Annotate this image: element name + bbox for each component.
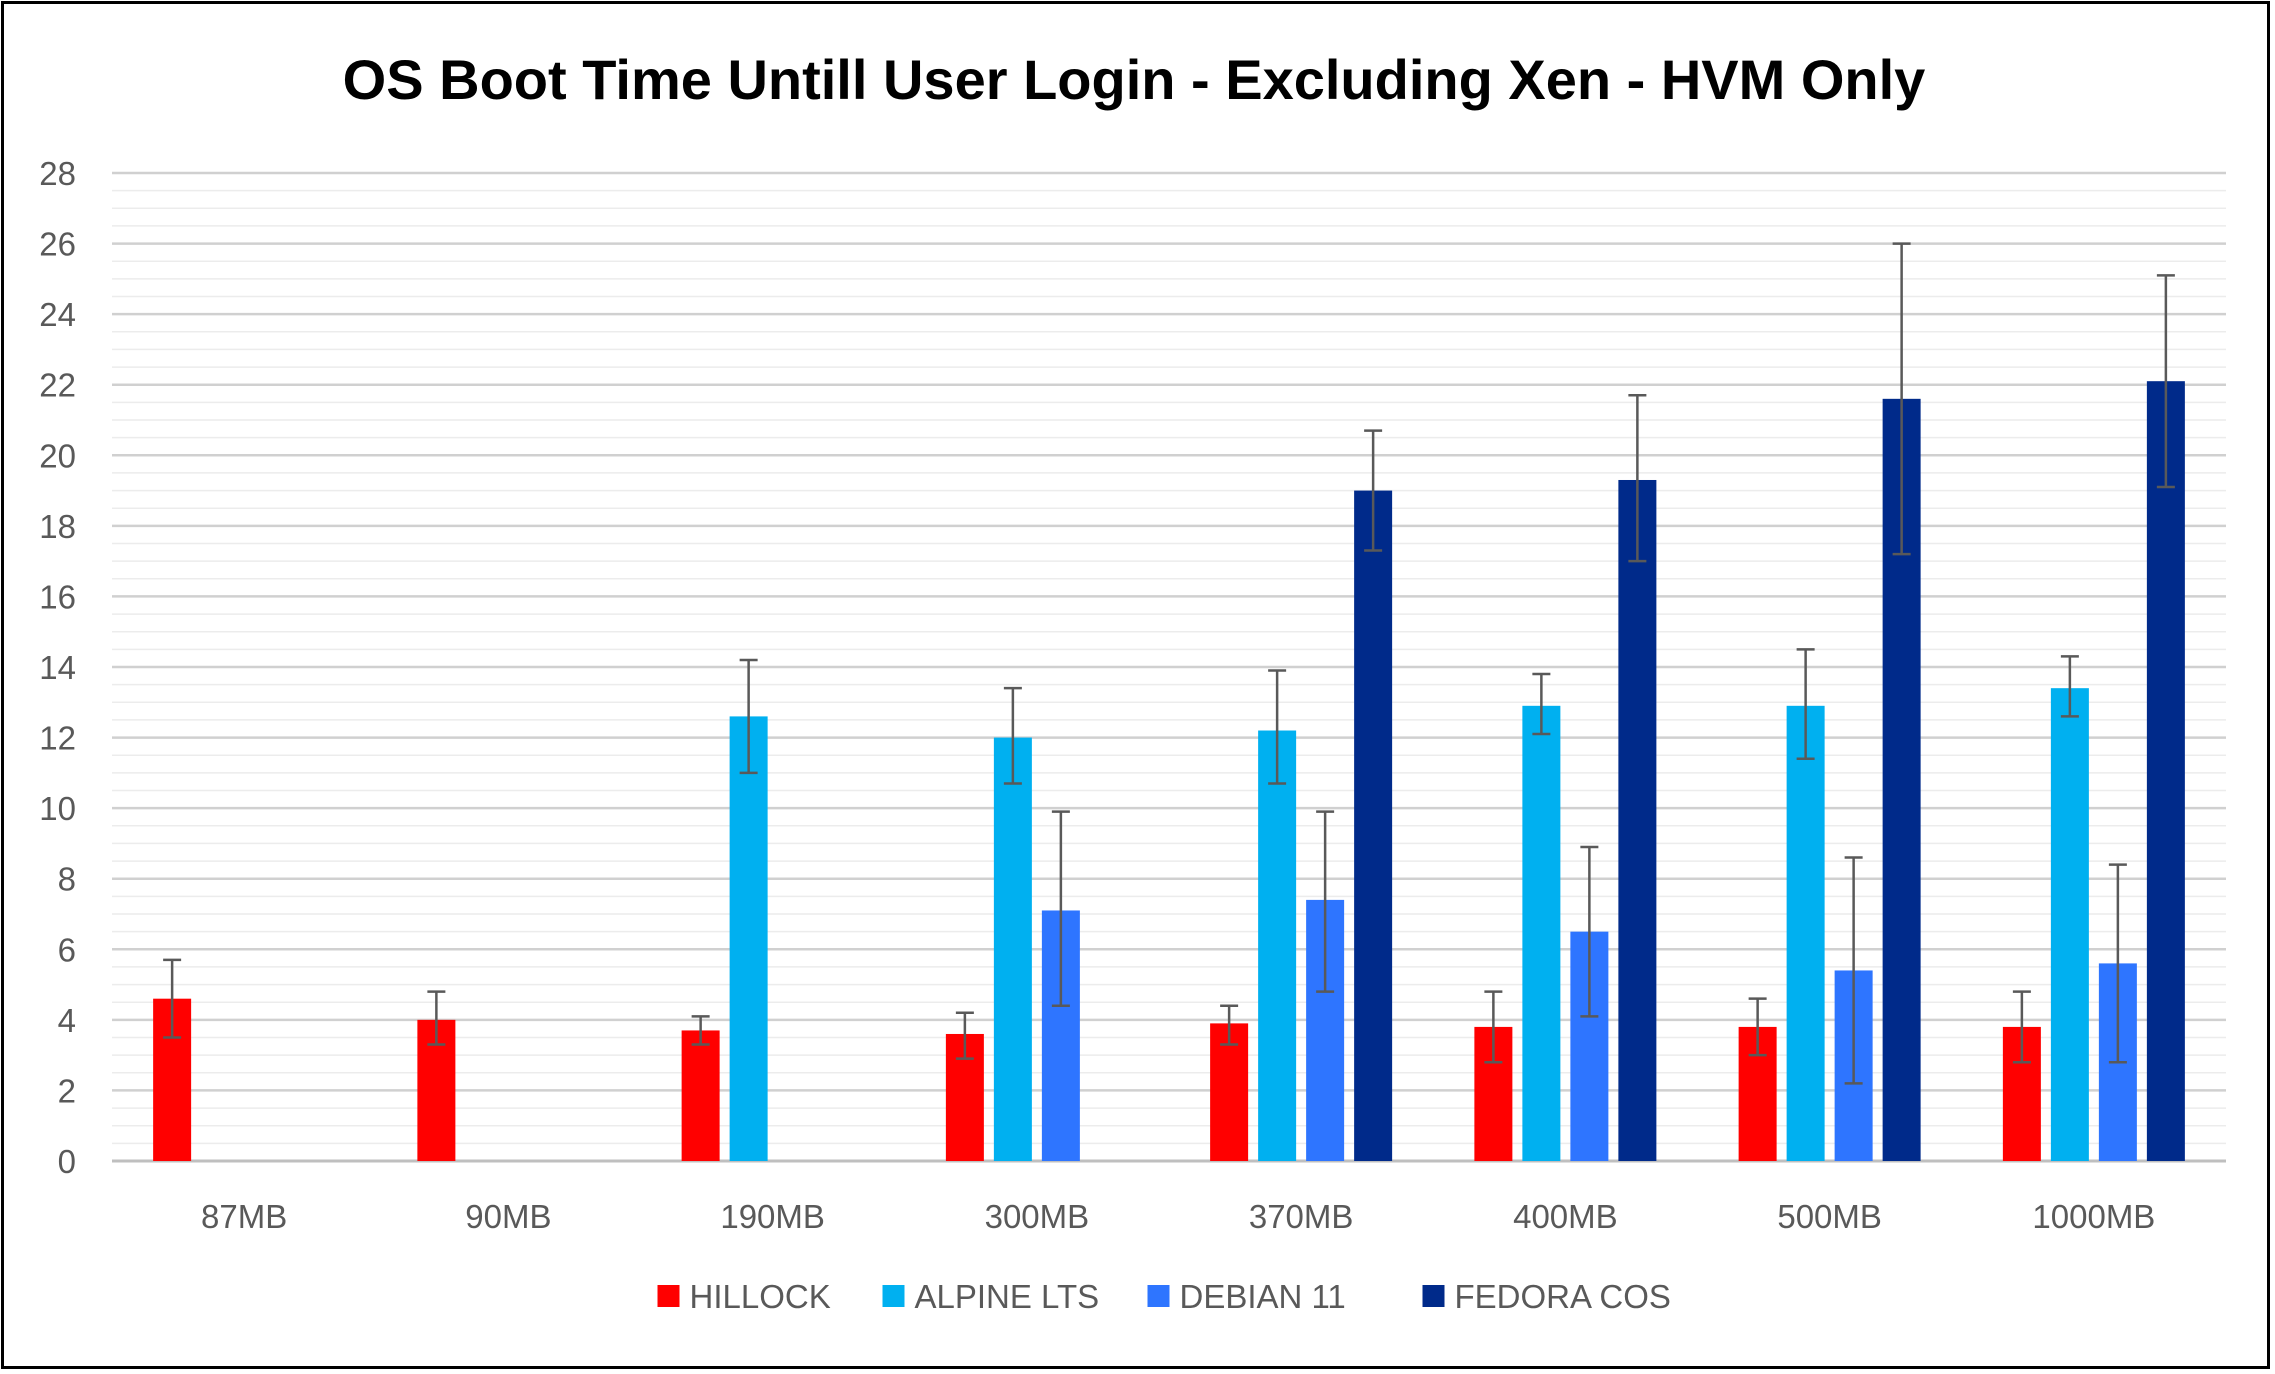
legend-swatch	[882, 1285, 905, 1307]
legend-item-debian-11: DEBIAN 11	[1147, 1278, 1346, 1315]
bar-hillock	[1210, 1023, 1249, 1161]
legend: HILLOCK ALPINE LTS DEBIAN 11 FEDORA COS	[657, 1278, 1671, 1315]
y-tick-label: 2	[58, 1072, 76, 1109]
error-bars	[163, 242, 2175, 1085]
x-tick-label: 90MB	[465, 1198, 551, 1235]
legend-item-alpine-lts: ALPINE LTS	[882, 1278, 1100, 1315]
y-tick-label: 26	[39, 226, 76, 263]
bar-alpine-lts	[2050, 688, 2089, 1161]
legend-swatch	[657, 1285, 680, 1307]
x-axis: 87MB 90MB 190MB 300MB 370MB 400MB 500MB 1000MB	[201, 1198, 2155, 1235]
legend-label: FEDORA COS	[1455, 1278, 1671, 1315]
bar-fedora-cos	[2146, 381, 2185, 1162]
y-tick-label: 24	[39, 296, 76, 333]
y-tick-label: 8	[58, 861, 76, 898]
legend-label: DEBIAN 11	[1180, 1278, 1346, 1315]
bar-fedora-cos	[1618, 479, 1657, 1161]
legend-swatch	[1422, 1285, 1445, 1307]
bars	[153, 381, 2185, 1162]
legend-item-fedora-cos: FEDORA COS	[1422, 1278, 1671, 1315]
x-tick-label: 500MB	[1777, 1198, 1882, 1235]
y-tick-label: 20	[39, 437, 76, 474]
legend-label: ALPINE LTS	[915, 1278, 1100, 1315]
y-tick-label: 22	[39, 367, 76, 404]
y-tick-label: 10	[39, 790, 76, 827]
y-tick-label: 18	[39, 508, 76, 545]
bar-alpine-lts	[1786, 705, 1825, 1161]
bar-fedora-cos	[1354, 490, 1393, 1162]
bar-alpine-lts	[729, 716, 768, 1161]
y-tick-label: 16	[39, 578, 76, 615]
x-tick-label: 87MB	[201, 1198, 287, 1235]
y-tick-label: 4	[58, 1002, 76, 1039]
bar-alpine-lts	[1522, 705, 1561, 1161]
y-tick-label: 28	[39, 155, 76, 192]
bar-alpine-lts	[1258, 730, 1297, 1161]
y-tick-label: 12	[39, 720, 76, 757]
legend-label: HILLOCK	[690, 1278, 831, 1315]
y-tick-label: 6	[58, 931, 76, 968]
x-tick-label: 190MB	[720, 1198, 825, 1235]
bar-alpine-lts	[993, 737, 1032, 1161]
y-tick-label: 14	[39, 649, 76, 686]
chart-title: OS Boot Time Untill User Login - Excludi…	[343, 48, 1926, 111]
legend-swatch	[1147, 1285, 1170, 1307]
x-tick-label: 1000MB	[2032, 1198, 2155, 1235]
gridlines	[112, 171, 2226, 1163]
legend-item-hillock: HILLOCK	[657, 1278, 831, 1315]
bar-hillock	[681, 1030, 720, 1161]
x-tick-label: 400MB	[1513, 1198, 1618, 1235]
y-tick-label: 0	[58, 1143, 76, 1180]
x-tick-label: 370MB	[1249, 1198, 1354, 1235]
x-tick-label: 300MB	[985, 1198, 1090, 1235]
